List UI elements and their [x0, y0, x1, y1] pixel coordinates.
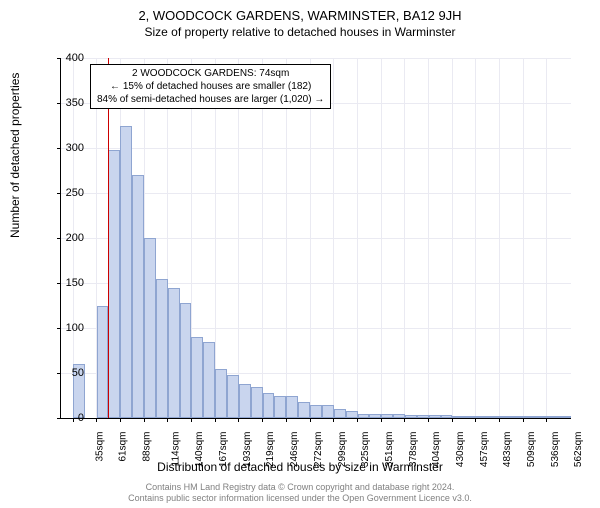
histogram-bar	[393, 414, 405, 418]
histogram-bar	[156, 279, 168, 419]
histogram-bar	[405, 415, 417, 418]
y-tick-label: 400	[44, 52, 84, 64]
histogram-bar	[417, 415, 429, 418]
histogram-bar	[429, 415, 441, 418]
x-tick-label: 61sqm	[118, 432, 129, 462]
page-subtitle: Size of property relative to detached ho…	[0, 25, 600, 39]
histogram-bar	[120, 126, 132, 419]
histogram-bar	[191, 337, 203, 418]
histogram-bar	[132, 175, 144, 418]
histogram-bar	[251, 387, 263, 419]
legend-box: 2 WOODCOCK GARDENS: 74sqm ← 15% of detac…	[90, 64, 331, 109]
histogram-bar	[274, 396, 286, 419]
histogram-bar	[263, 393, 275, 418]
histogram-bar	[97, 306, 109, 419]
y-tick-label: 0	[44, 412, 84, 424]
histogram-bar	[452, 416, 464, 418]
histogram-bar	[227, 375, 239, 418]
y-tick-label: 350	[44, 97, 84, 109]
y-tick-label: 150	[44, 277, 84, 289]
histogram-bar	[322, 405, 334, 419]
histogram-bar	[168, 288, 180, 419]
histogram-bar	[310, 405, 322, 419]
y-tick-label: 300	[44, 142, 84, 154]
plot-area: 35sqm61sqm88sqm114sqm140sqm167sqm193sqm2…	[60, 58, 571, 419]
histogram-bar	[535, 416, 547, 418]
x-tick-label: 35sqm	[94, 432, 105, 462]
histogram-bar	[369, 414, 381, 419]
histogram-bar	[298, 402, 310, 418]
x-tick-label: 88sqm	[142, 432, 153, 462]
footer-line-1: Contains HM Land Registry data © Crown c…	[0, 482, 600, 493]
legend-line-3: 84% of semi-detached houses are larger (…	[97, 93, 324, 106]
footer: Contains HM Land Registry data © Crown c…	[0, 482, 600, 504]
histogram-bar	[203, 342, 215, 419]
y-axis-label: Number of detached properties	[8, 73, 22, 238]
histogram-chart: 35sqm61sqm88sqm114sqm140sqm167sqm193sqm2…	[60, 58, 570, 418]
histogram-bar	[381, 414, 393, 418]
histogram-bar	[346, 411, 358, 418]
histogram-bar	[239, 384, 251, 418]
histogram-bar	[144, 238, 156, 418]
histogram-bar	[334, 409, 346, 418]
footer-line-2: Contains public sector information licen…	[0, 493, 600, 504]
histogram-bar	[476, 416, 488, 418]
histogram-bar	[547, 416, 559, 418]
histogram-bar	[441, 415, 453, 418]
y-tick-label: 50	[44, 367, 84, 379]
histogram-bar	[500, 416, 512, 418]
histogram-bar	[358, 414, 370, 419]
legend-line-2: ← 15% of detached houses are smaller (18…	[97, 80, 324, 93]
x-axis-label: Distribution of detached houses by size …	[0, 460, 600, 474]
page-title: 2, WOODCOCK GARDENS, WARMINSTER, BA12 9J…	[0, 8, 600, 23]
histogram-bar	[464, 416, 476, 418]
histogram-bar	[108, 150, 120, 418]
y-tick-label: 200	[44, 232, 84, 244]
histogram-bar	[286, 396, 298, 419]
histogram-bar	[559, 416, 571, 418]
y-tick-label: 250	[44, 187, 84, 199]
legend-line-1: 2 WOODCOCK GARDENS: 74sqm	[97, 67, 324, 80]
histogram-bar	[180, 303, 192, 418]
histogram-bar	[488, 416, 500, 418]
y-tick-label: 100	[44, 322, 84, 334]
histogram-bar	[512, 416, 524, 418]
histogram-bar	[524, 416, 536, 418]
histogram-bar	[215, 369, 227, 419]
property-marker-line	[108, 58, 109, 418]
